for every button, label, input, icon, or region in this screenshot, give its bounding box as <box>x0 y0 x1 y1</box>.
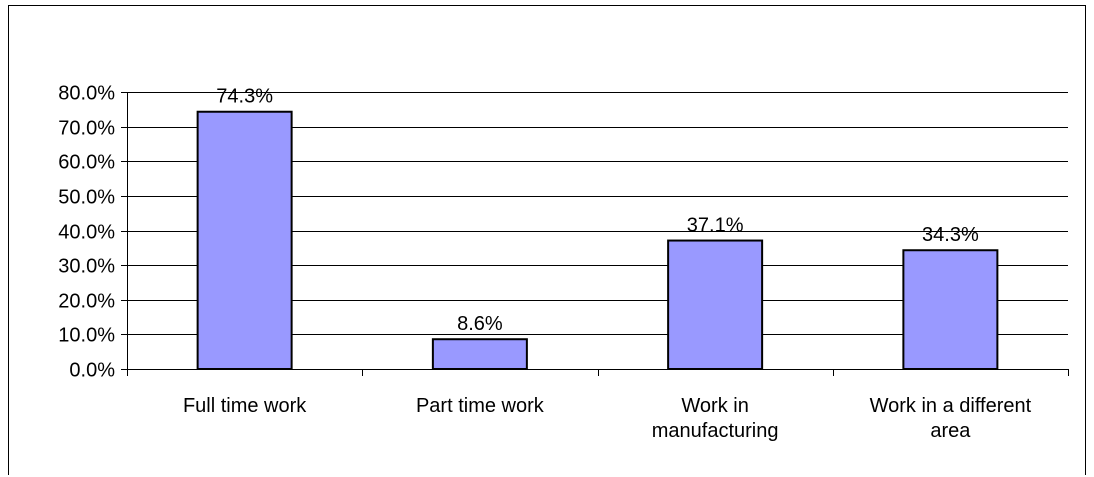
y-tick-label: 40.0% <box>58 222 115 244</box>
y-tick-labels: 0.0% 10.0% 20.0% 30.0% 40.0% 50.0% 60.0% 70.0% 8… <box>58 83 115 382</box>
chart-frame <box>8 5 1086 475</box>
data-label: 8.6% <box>457 313 503 335</box>
bars <box>196 110 999 371</box>
x-category-label: manufacturing <box>652 420 779 442</box>
data-label: 74.3% <box>216 86 273 108</box>
data-label: 37.1% <box>687 215 744 237</box>
y-tick-label: 10.0% <box>58 325 115 347</box>
y-tick-label: 0.0% <box>69 360 115 382</box>
y-tick-label: 60.0% <box>58 152 115 174</box>
y-tick-label: 50.0% <box>58 187 115 209</box>
x-category-labels: Full time work Part time work Work in manuf… <box>183 395 1032 442</box>
bar <box>431 338 528 371</box>
y-tick-label: 30.0% <box>58 256 115 278</box>
y-tick-label: 20.0% <box>58 291 115 313</box>
x-category-label: Work in a different <box>870 395 1032 417</box>
data-label: 34.3% <box>922 224 979 246</box>
bar <box>667 239 764 370</box>
x-category-label: area <box>930 420 971 442</box>
y-tick-label: 80.0% <box>58 83 115 105</box>
data-labels: 74.3% 8.6% 37.1% 34.3% <box>216 86 979 335</box>
bar <box>902 249 999 370</box>
x-category-label: Work in <box>681 395 748 417</box>
y-tick-label: 70.0% <box>58 118 115 140</box>
bar <box>196 110 293 371</box>
x-category-label: Full time work <box>183 395 307 417</box>
x-category-label: Part time work <box>416 395 545 417</box>
